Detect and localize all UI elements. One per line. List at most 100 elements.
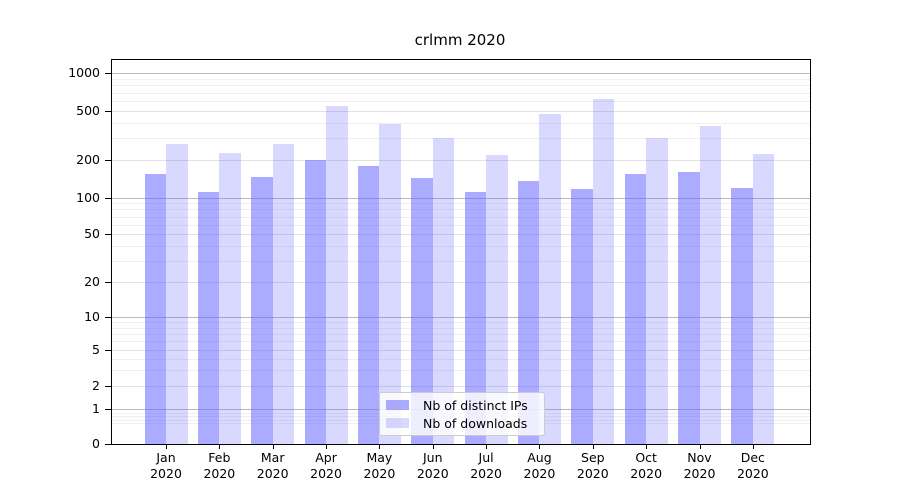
bar-downloads-feb (219, 152, 241, 444)
gridline-minor (112, 358, 810, 360)
bar-distinct-ips-dec (731, 187, 753, 444)
bar-distinct-ips-apr (304, 160, 327, 444)
bar-distinct-ips-jan (144, 173, 166, 444)
x-tick-label: Mar 2020 (256, 450, 289, 481)
y-tick-label: 50 (84, 226, 100, 242)
x-tick (486, 444, 488, 449)
x-tick (379, 444, 381, 449)
x-tick-label: Sep 2020 (576, 450, 609, 481)
bar-downloads-aug (539, 114, 561, 444)
legend-swatch-downloads-icon (386, 418, 409, 428)
y-tick (105, 409, 112, 410)
y-tick (105, 444, 112, 445)
bar-downloads-jun (432, 138, 455, 444)
gridline-decade (112, 197, 810, 199)
gridline-minor (112, 203, 810, 205)
x-tick-label: Feb 2020 (203, 450, 236, 481)
y-tick-label: 10 (84, 309, 100, 324)
gridline-major (112, 234, 810, 236)
gridline-minor (112, 341, 810, 343)
y-tick-label: 20 (84, 273, 100, 289)
x-tick-label: May 2020 (363, 450, 396, 481)
gridline-minor (112, 209, 810, 211)
x-tick-label: Apr 2020 (310, 450, 342, 481)
bar-distinct-ips-jun (411, 177, 433, 444)
x-tick (699, 444, 701, 449)
gridline-major (112, 386, 810, 387)
x-tick (219, 444, 221, 449)
x-tick-label: Aug 2020 (523, 450, 556, 481)
y-tick (105, 317, 112, 318)
x-tick-label: Jun 2020 (416, 450, 449, 481)
x-tick (166, 444, 167, 449)
bar-distinct-ips-sep (571, 188, 593, 444)
legend-label-distinct-ips: Nb of distinct IPs (423, 397, 528, 413)
bar-downloads-mar (272, 143, 295, 444)
chart-title: crlmm 2020 (414, 31, 506, 49)
legend-label-downloads: Nb of downloads (423, 415, 528, 431)
y-tick (105, 386, 112, 387)
legend-swatch-distinct-ips-icon (386, 400, 409, 410)
x-tick-label: Jul 2020 (470, 450, 502, 481)
y-tick-label: 1 (92, 401, 100, 416)
x-tick-label: Oct 2020 (630, 450, 663, 481)
y-tick-label: 500 (76, 103, 100, 118)
x-tick (272, 444, 274, 449)
gridline-major (112, 281, 810, 283)
gridline-decade (112, 73, 810, 74)
legend: Nb of distinct IPs Nb of downloads (379, 392, 545, 436)
bar-distinct-ips-nov (678, 172, 700, 444)
gridline-major (112, 350, 810, 351)
bar-distinct-ips-oct (624, 174, 647, 444)
y-tick (105, 350, 112, 351)
y-tick (105, 281, 112, 283)
y-tick-label: 0 (92, 436, 100, 451)
bar-downloads-jul (486, 154, 508, 444)
x-tick-label: Dec 2020 (736, 450, 769, 481)
y-tick-label: 2 (92, 378, 100, 393)
bar-downloads-oct (646, 138, 668, 444)
x-tick (752, 444, 754, 449)
gridline-minor (112, 322, 810, 324)
bar-downloads-may (379, 124, 401, 444)
x-tick-label: Jan 2020 (150, 450, 182, 481)
gridline-minor (112, 245, 810, 247)
gridline-minor (112, 260, 810, 262)
x-tick (592, 444, 594, 449)
gridline-major (112, 111, 810, 112)
gridline-minor (112, 85, 810, 87)
x-tick-label: Nov 2020 (683, 450, 716, 481)
gridline-minor (112, 101, 810, 102)
gridline-major (112, 160, 810, 161)
legend-item-distinct-ips: Nb of distinct IPs (386, 398, 536, 413)
y-tick-label: 5 (92, 342, 100, 357)
x-tick (539, 444, 541, 449)
y-tick (105, 73, 112, 74)
bar-downloads-dec (752, 153, 775, 444)
bar-distinct-ips-aug (517, 181, 540, 444)
y-tick (105, 160, 112, 161)
x-tick (326, 444, 328, 449)
gridline-minor (112, 216, 810, 218)
bar-downloads-nov (699, 125, 721, 444)
gridline-decade (112, 317, 810, 318)
gridline-minor (112, 122, 810, 124)
gridline-minor (112, 138, 810, 140)
bar-distinct-ips-may (357, 165, 380, 444)
gridline-minor (112, 92, 810, 94)
bar-distinct-ips-feb (197, 191, 220, 444)
y-tick-label: 100 (76, 189, 100, 205)
y-tick-label: 200 (76, 152, 100, 167)
y-tick (105, 234, 112, 236)
gridline-minor (112, 224, 810, 226)
gridline-minor (112, 78, 810, 80)
bar-distinct-ips-jul (464, 191, 487, 444)
gridline-minor (112, 333, 810, 335)
legend-item-downloads: Nb of downloads (386, 416, 536, 431)
x-tick (646, 444, 648, 449)
plot-area: 0 1 2 5 10 20 50 100 200 500 1000 Jan 2020 Feb 2020 M… (68, 59, 811, 481)
bar-distinct-ips-mar (251, 177, 273, 444)
y-tick-label: 1000 (68, 65, 100, 80)
gridline-minor (112, 370, 810, 372)
